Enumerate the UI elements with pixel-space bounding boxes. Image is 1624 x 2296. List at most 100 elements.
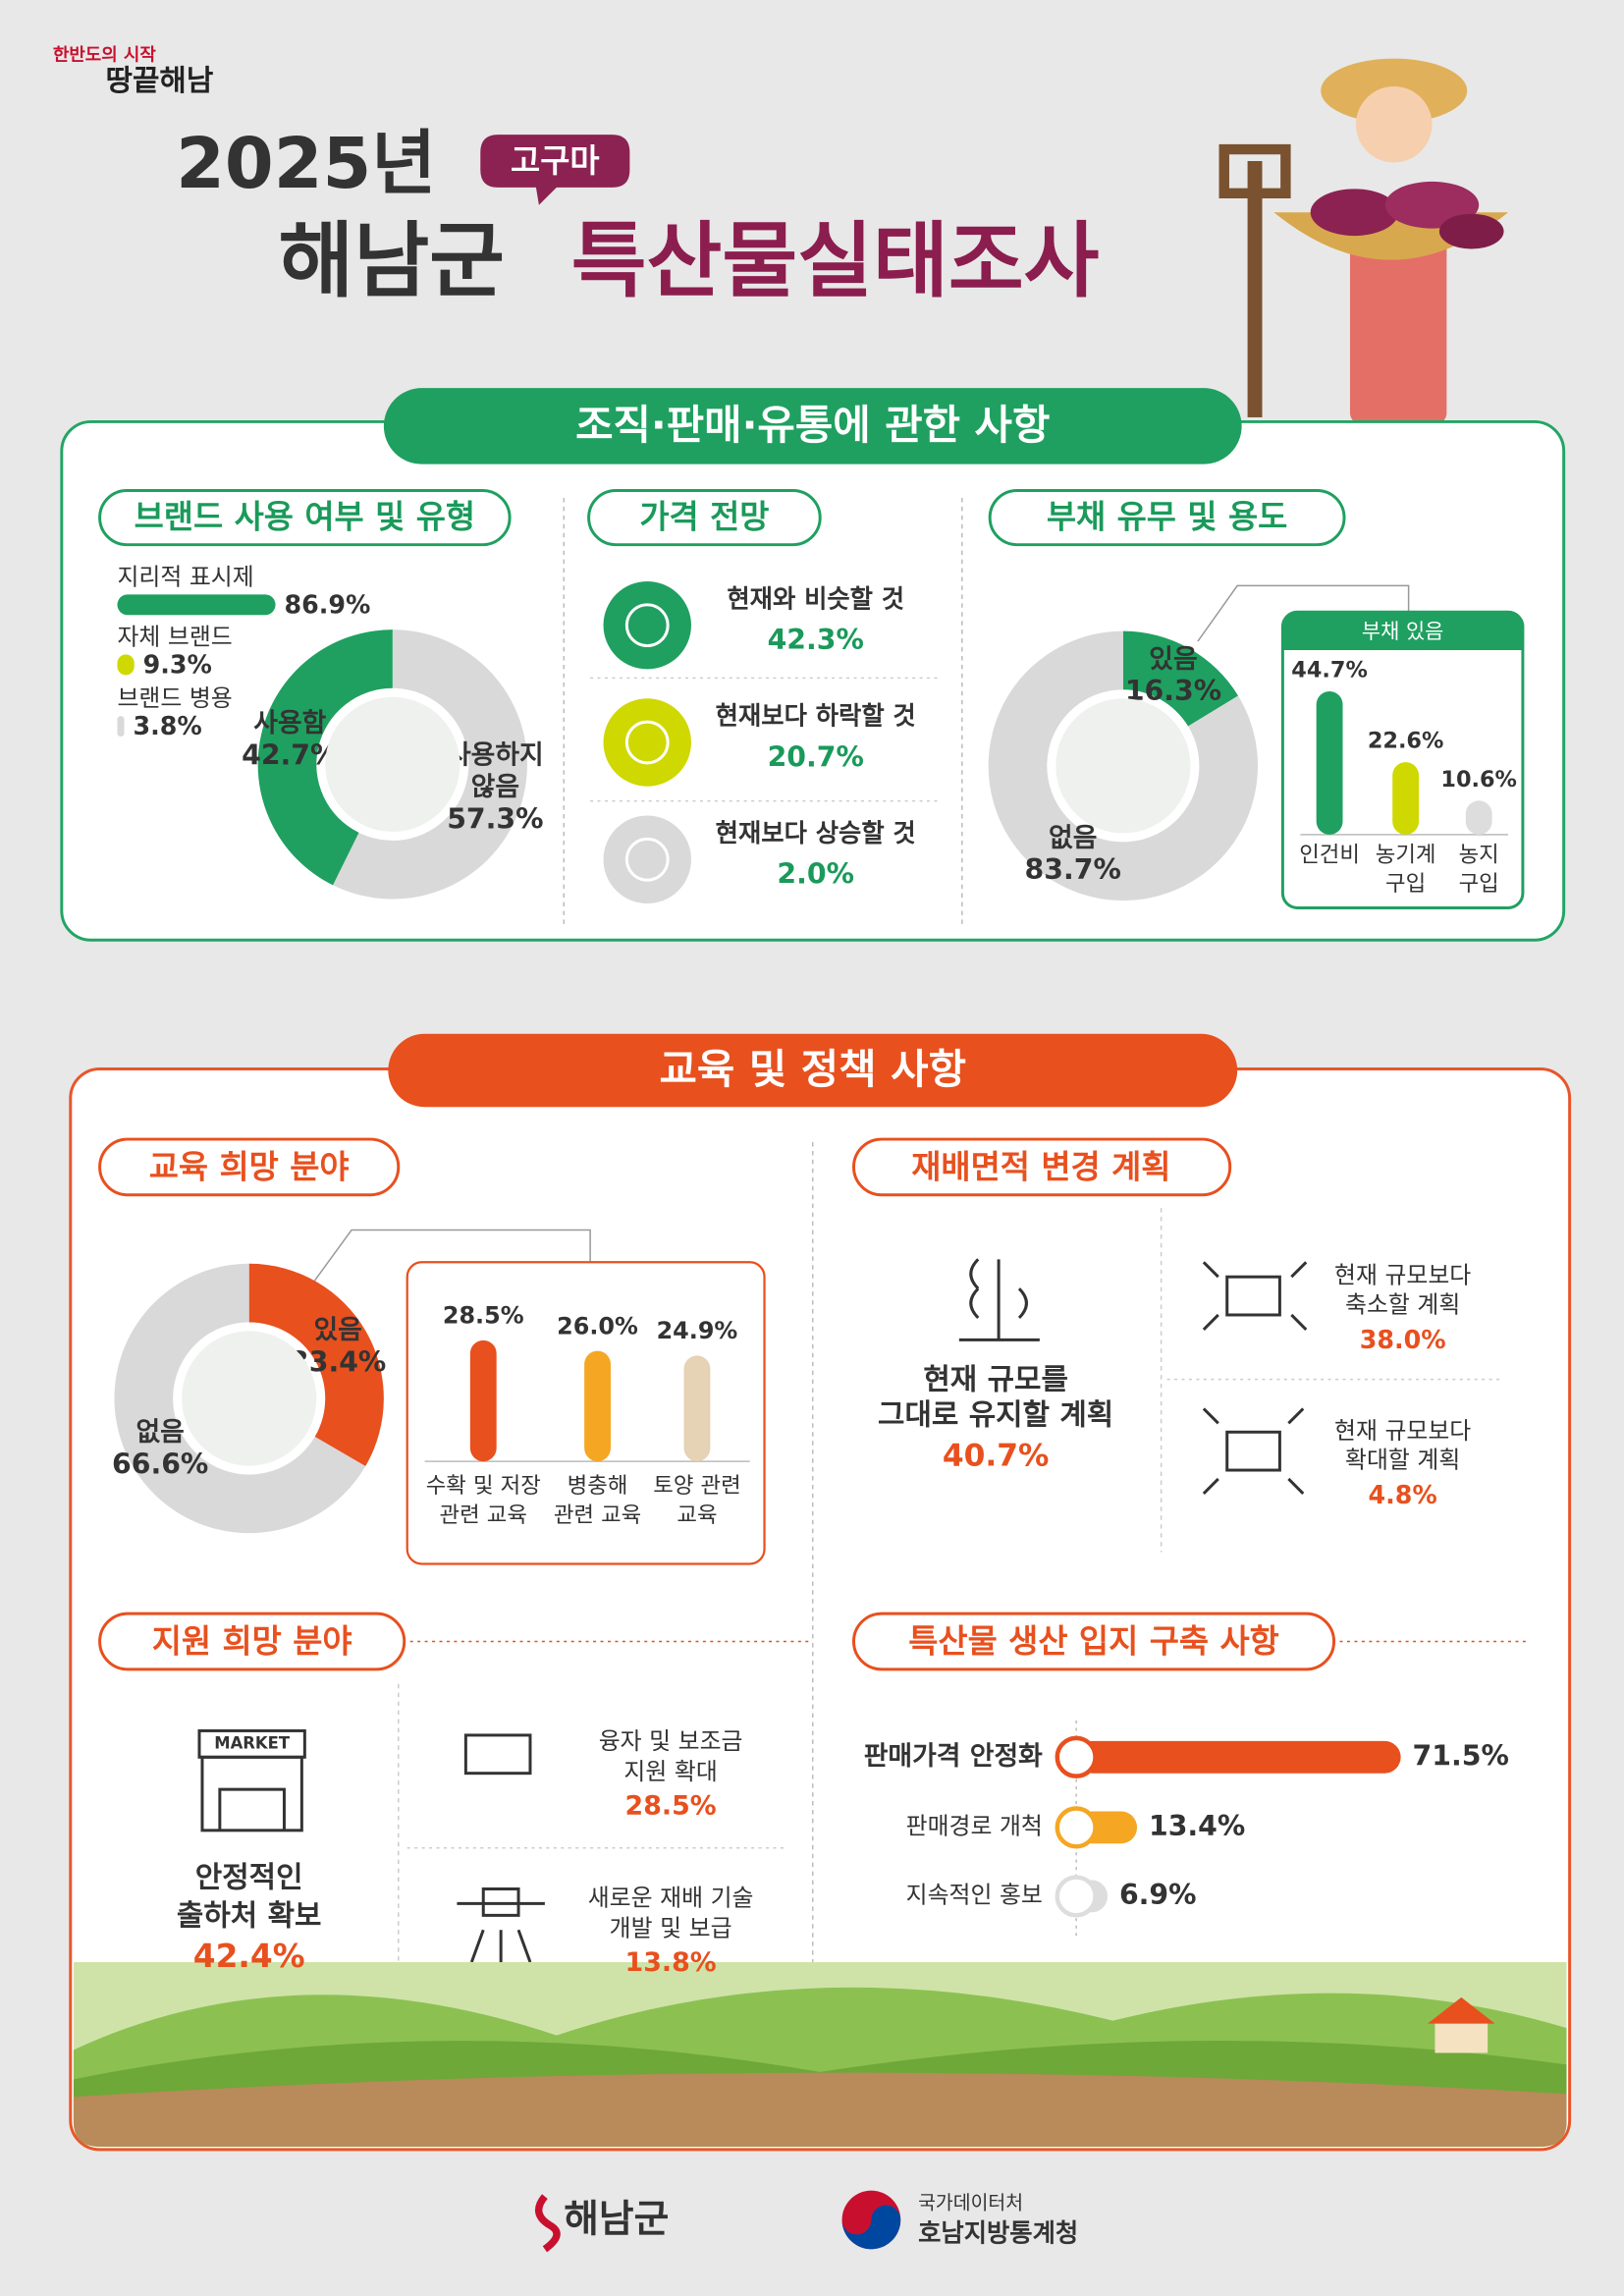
- section-title: 조직·판매·유통에 관한 사항: [575, 401, 1050, 449]
- subtitle: 재배면적 변경 계획: [911, 1148, 1170, 1185]
- leader-line: [1197, 584, 1410, 642]
- donut-label: 있음: [1149, 644, 1197, 675]
- donut-label: 있음: [313, 1315, 361, 1345]
- site-icon: [1055, 1806, 1098, 1849]
- price-value: 2.0%: [777, 858, 854, 891]
- badge: 고구마: [511, 142, 600, 180]
- bar-value: 13.4%: [1149, 1810, 1245, 1842]
- bar-value: 24.9%: [657, 1317, 738, 1344]
- drone-icon: [457, 1886, 545, 1966]
- bar-value: 9.3%: [143, 649, 212, 679]
- org-logo: [535, 2194, 561, 2253]
- donut-value: 83.7%: [1025, 853, 1121, 886]
- donut-label: 없음: [135, 1417, 184, 1448]
- house: [1435, 2020, 1489, 2053]
- sweet-potato: [1310, 189, 1399, 237]
- support-label: 새로운 재배 기술: [588, 1884, 754, 1911]
- money-icon: [463, 1733, 532, 1776]
- donut-segment: [1122, 630, 1239, 727]
- bar-label: 구입: [1459, 871, 1499, 897]
- donut-segment: [988, 630, 1259, 902]
- bar-value: 86.9%: [284, 589, 370, 619]
- donut-segment: [114, 1263, 366, 1534]
- subtitle: 브랜드 사용 여부 및 유형: [135, 498, 475, 535]
- detail-header: [1282, 612, 1523, 651]
- org2-line1: 국가데이터처: [918, 2192, 1023, 2214]
- price-value: 42.3%: [768, 624, 864, 656]
- price-label: 현재와 비슷할 것: [727, 583, 904, 613]
- bar-label: 관련 교육: [440, 1503, 527, 1528]
- plan-label: 현재 규모보다: [1334, 1417, 1471, 1445]
- bar: [1392, 762, 1420, 835]
- section-title: 교육 및 정책 사항: [660, 1045, 966, 1093]
- bar: [117, 654, 135, 676]
- subtitle: 가격 전망: [639, 498, 769, 535]
- face: [1355, 85, 1433, 163]
- price-icon-inner: [624, 837, 670, 882]
- bar-label: 병충해: [568, 1473, 628, 1499]
- bar-value: 44.7%: [1291, 658, 1368, 683]
- bar: [1316, 690, 1343, 835]
- subtitle-pill: [852, 1612, 1336, 1671]
- expand-icon: [1225, 1430, 1281, 1472]
- bar-label: 교육: [677, 1503, 717, 1528]
- tool-grip: [1218, 143, 1291, 199]
- plan-value: 40.7%: [943, 1439, 1050, 1474]
- support-label: 안정적인: [195, 1861, 303, 1895]
- donut-label: 않음: [471, 772, 519, 802]
- plan-value: 38.0%: [1360, 1325, 1446, 1354]
- type-label: 브랜드 병용: [117, 684, 232, 712]
- price-icon-inner: [624, 603, 670, 648]
- subtitle-pill: [98, 1137, 401, 1197]
- farmer-illustration: [1218, 58, 1509, 425]
- expand-arrows: [1202, 1407, 1305, 1495]
- market-sign-text: MARKET: [214, 1733, 291, 1752]
- support-label: 지원 확대: [623, 1758, 717, 1785]
- bar-label: 수확 및 저장: [426, 1473, 541, 1499]
- plan-label: 축소할 계획: [1345, 1291, 1460, 1319]
- site-label: 판매경로 개척: [906, 1812, 1043, 1839]
- support-label: 출하처 확보: [177, 1898, 322, 1933]
- plan-value: 4.8%: [1369, 1480, 1437, 1509]
- sweet-potato: [1438, 213, 1504, 249]
- bar-label: 인건비: [1299, 842, 1360, 867]
- market-door: [218, 1787, 286, 1831]
- site-icon: [1055, 1735, 1098, 1778]
- market-sign: [197, 1728, 306, 1759]
- price-label: 현재보다 하락할 것: [716, 701, 916, 731]
- badge-shape: [480, 135, 630, 205]
- bar-label: 구입: [1385, 871, 1426, 897]
- bar-value: 28.5%: [443, 1301, 524, 1329]
- donut-segment: [333, 629, 527, 900]
- bar-value: 26.0%: [557, 1312, 638, 1339]
- bar: [683, 1355, 711, 1462]
- bar-value: 10.6%: [1440, 767, 1517, 793]
- site-icon: [1055, 1875, 1098, 1918]
- bar-value: 22.6%: [1368, 729, 1444, 754]
- type-label: 자체 브랜드: [117, 624, 232, 651]
- bar-label: 토양 관련: [653, 1473, 740, 1499]
- donut-label: 사용함: [253, 708, 326, 738]
- section-title-pill: [383, 388, 1242, 465]
- plan-label: 확대할 계획: [1345, 1447, 1460, 1474]
- donut-value: 66.6%: [112, 1448, 208, 1480]
- support-label: 개발 및 보급: [610, 1915, 732, 1942]
- bar: [584, 1350, 611, 1462]
- subtitle: 특산물 생산 입지 구축 사항: [908, 1622, 1279, 1660]
- type-label: 지리적 표시제: [117, 563, 253, 590]
- price-icon-inner: [624, 720, 670, 765]
- bar-value: 71.5%: [1413, 1739, 1509, 1772]
- donut-segment: [248, 1263, 384, 1467]
- site-label: 지속적인 홍보: [906, 1881, 1043, 1908]
- subtitle-pill: [587, 489, 822, 547]
- donut-value: 57.3%: [447, 803, 543, 836]
- donut-hole: [182, 1331, 317, 1466]
- title: 특산물실태조사: [571, 212, 1100, 308]
- price-icon: [603, 698, 691, 787]
- landscape: [73, 1962, 1567, 2147]
- subtitle: 지원 희망 분야: [152, 1622, 352, 1660]
- price-value: 20.7%: [768, 740, 864, 773]
- subtitle: 부채 유무 및 용도: [1047, 498, 1287, 535]
- subtitle: 교육 희망 분야: [149, 1148, 350, 1185]
